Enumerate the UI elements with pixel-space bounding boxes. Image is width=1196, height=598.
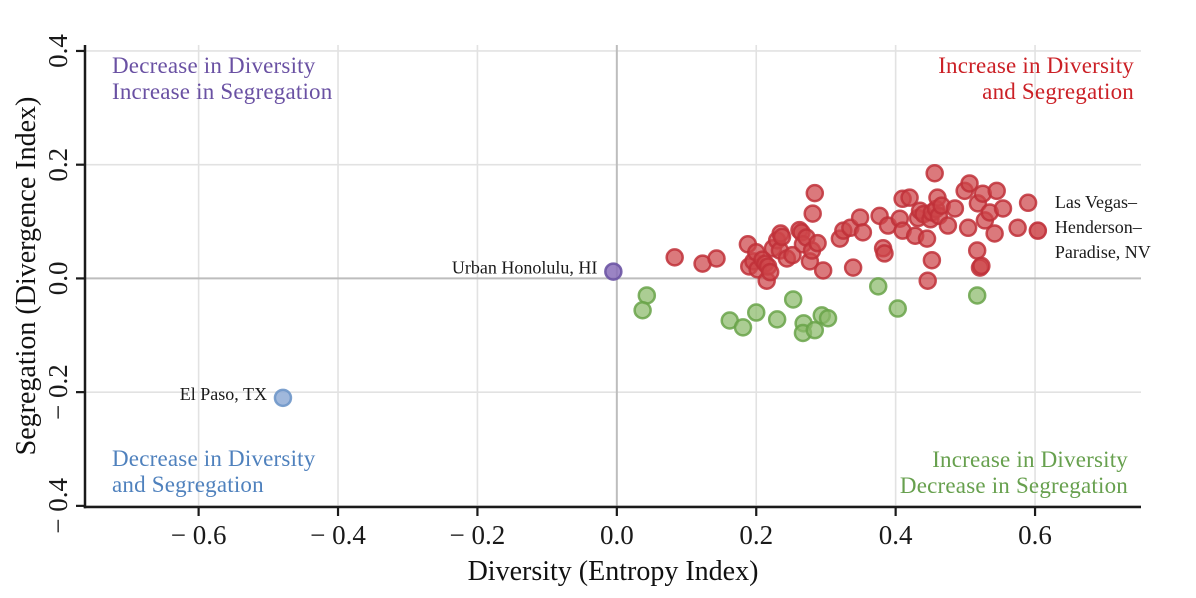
data-point-increase-diversity-increase-segregation bbox=[958, 218, 978, 238]
quadrant-label-line: Increase in Diversity bbox=[932, 447, 1128, 472]
x-tick-label: 0.6 bbox=[1018, 520, 1052, 550]
data-point-increase-diversity-increase-segregation bbox=[850, 208, 870, 227]
data-point-increase-diversity-increase-segregation bbox=[993, 199, 1013, 218]
data-point-increase-diversity-increase-segregation bbox=[707, 249, 726, 268]
data-point-increase-diversity-increase-segregation bbox=[900, 188, 919, 207]
data-point-increase-diversity-increase-segregation bbox=[972, 256, 991, 276]
y-tick-label: 0.4 bbox=[43, 34, 73, 68]
point-annotation-label: Las Vegas– bbox=[1055, 192, 1138, 212]
data-point-increase-diversity-increase-segregation bbox=[760, 262, 780, 282]
data-point-increase-diversity-increase-segregation bbox=[805, 183, 825, 203]
data-point-increase-diversity-increase-segregation bbox=[1018, 193, 1038, 213]
point-annotation-label: Urban Honolulu, HI bbox=[452, 258, 597, 278]
x-axis-title: Diversity (Entropy Index) bbox=[467, 556, 759, 587]
x-tick-label: 0.2 bbox=[739, 520, 773, 550]
quadrant-label-top-right: Increase in Diversity and Segregation bbox=[938, 53, 1134, 105]
quadrant-label-line: Increase in Segregation bbox=[112, 79, 333, 104]
data-point-increase-diversity-decrease-segregation bbox=[633, 301, 652, 320]
data-point-increase-diversity-increase-segregation bbox=[853, 223, 873, 242]
data-point-increase-diversity-increase-segregation bbox=[960, 174, 979, 193]
quadrant-label-line: Increase in Diversity bbox=[938, 53, 1134, 78]
quadrant-label-line: Decrease in Diversity bbox=[112, 446, 316, 471]
x-tick-label: 0.0 bbox=[600, 520, 634, 550]
y-tick-label: − 0.2 bbox=[43, 364, 73, 420]
data-point-increase-diversity-decrease-segregation bbox=[888, 299, 907, 318]
labeled-data-point bbox=[273, 388, 293, 408]
data-point-increase-diversity-decrease-segregation bbox=[733, 318, 753, 337]
data-point-increase-diversity-increase-segregation bbox=[772, 227, 792, 247]
x-tick-label: − 0.2 bbox=[450, 520, 506, 550]
data-point-increase-diversity-increase-segregation bbox=[1008, 218, 1027, 238]
data-point-increase-diversity-decrease-segregation bbox=[805, 320, 825, 340]
data-point-increase-diversity-increase-segregation bbox=[808, 233, 827, 253]
labeled-data-point bbox=[1028, 221, 1048, 240]
quadrant-label-bottom-right: Increase in Diversity Decrease in Segreg… bbox=[900, 447, 1128, 499]
data-point-increase-diversity-decrease-segregation bbox=[783, 290, 803, 309]
data-point-increase-diversity-increase-segregation bbox=[985, 224, 1004, 243]
data-point-increase-diversity-decrease-segregation bbox=[767, 310, 787, 329]
data-point-increase-diversity-increase-segregation bbox=[967, 241, 987, 260]
quadrant-label-line: and Segregation bbox=[982, 79, 1134, 104]
quadrant-label-line: and Segregation bbox=[112, 472, 264, 497]
y-tick-label: 0.2 bbox=[43, 148, 73, 182]
data-point-increase-diversity-increase-segregation bbox=[987, 181, 1006, 201]
data-point-increase-diversity-decrease-segregation bbox=[967, 286, 987, 305]
quadrant-label-line: Decrease in Segregation bbox=[899, 473, 1128, 498]
data-point-increase-diversity-increase-segregation bbox=[918, 271, 937, 290]
y-tick-label: − 0.4 bbox=[43, 478, 73, 534]
data-point-increase-diversity-decrease-segregation bbox=[746, 303, 766, 322]
x-tick-label: − 0.6 bbox=[171, 520, 227, 550]
y-axis-title: Segregation (Divergence Index) bbox=[11, 96, 42, 456]
point-annotation-label: El Paso, TX bbox=[180, 384, 267, 404]
quadrant-label-line: Decrease in Diversity bbox=[112, 53, 316, 78]
data-point-increase-diversity-increase-segregation bbox=[938, 216, 958, 235]
data-point-increase-diversity-decrease-segregation bbox=[818, 308, 838, 328]
quadrant-label-top-left: Decrease in Diversity Increase in Segreg… bbox=[112, 53, 332, 105]
data-point-increase-diversity-increase-segregation bbox=[813, 261, 833, 280]
point-annotation-label: Paradise, NV bbox=[1055, 242, 1151, 262]
data-point-increase-diversity-decrease-segregation bbox=[868, 277, 888, 296]
labeled-data-point bbox=[604, 262, 623, 281]
data-point-increase-diversity-increase-segregation bbox=[665, 248, 684, 267]
data-point-increase-diversity-increase-segregation bbox=[875, 244, 894, 263]
data-point-increase-diversity-increase-segregation bbox=[925, 163, 944, 183]
data-point-increase-diversity-increase-segregation bbox=[803, 204, 822, 223]
data-point-increase-diversity-decrease-segregation bbox=[637, 286, 657, 305]
data-point-increase-diversity-increase-segregation bbox=[843, 258, 863, 277]
quadrant-label-bottom-left: Decrease in Diversity and Segregation bbox=[112, 446, 315, 498]
y-tick-label: 0.0 bbox=[43, 262, 73, 296]
data-point-increase-diversity-increase-segregation bbox=[783, 245, 802, 265]
data-point-increase-diversity-increase-segregation bbox=[917, 229, 937, 248]
data-point-increase-diversity-increase-segregation bbox=[922, 250, 942, 270]
data-point-increase-diversity-increase-segregation bbox=[945, 199, 965, 218]
x-tick-label: − 0.4 bbox=[310, 520, 366, 550]
point-annotation-label: Henderson– bbox=[1055, 217, 1143, 237]
x-tick-label: 0.4 bbox=[879, 520, 913, 550]
